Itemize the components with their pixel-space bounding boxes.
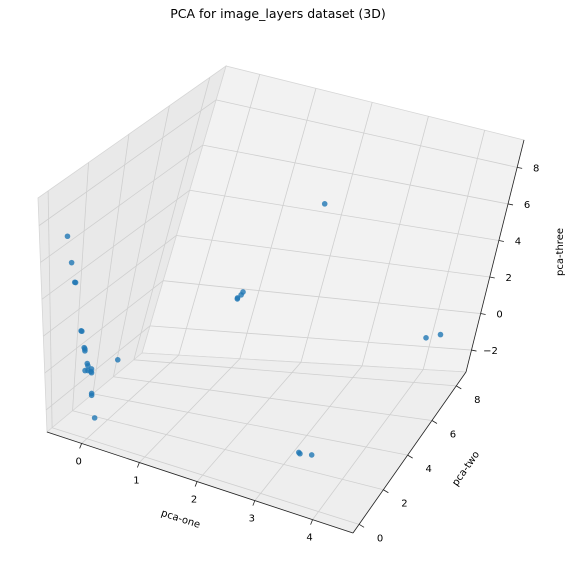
- x-tick-label: 1: [133, 475, 139, 486]
- z-tick-label: 8: [533, 163, 539, 174]
- x-tick-mark: [137, 462, 140, 468]
- scatter-point: [114, 357, 121, 363]
- y-gridline: [51, 427, 360, 525]
- x-gridline: [196, 362, 302, 482]
- scatter-point: [91, 415, 98, 421]
- z-gridline: [202, 144, 509, 205]
- z-gridline: [45, 325, 151, 411]
- z-axis-line: [465, 139, 525, 373]
- z-tick-mark: [489, 276, 495, 279]
- y-gridline: [47, 190, 53, 428]
- y-tick-mark: [383, 489, 389, 494]
- z-gridline: [149, 325, 472, 351]
- y-gridline: [92, 393, 408, 456]
- x-gridline: [312, 369, 424, 520]
- y-gridline: [92, 134, 130, 394]
- y-axis-line: [352, 371, 467, 534]
- scatter-point: [437, 331, 444, 338]
- scatter-point: [68, 259, 75, 266]
- scatter-point: [308, 452, 315, 458]
- x-tick-mark: [310, 519, 313, 525]
- scatter-point: [82, 367, 88, 374]
- x-tick-mark: [79, 443, 83, 449]
- z-gridline: [40, 144, 204, 263]
- z-gridline: [38, 99, 217, 226]
- scatter-point: [423, 335, 429, 341]
- z-tick-label: −2: [483, 346, 498, 357]
- y-tick-label: 2: [401, 499, 407, 510]
- axis-lines: [46, 139, 525, 534]
- y-gridline: [133, 77, 211, 360]
- z-gridline: [163, 280, 481, 314]
- z-tick-label: 6: [524, 200, 530, 211]
- scatter-point: [85, 363, 91, 369]
- scatter-point: [321, 201, 328, 207]
- x-gridline: [422, 130, 486, 370]
- x-tick-label: 3: [249, 514, 255, 525]
- z-gridline: [215, 99, 518, 168]
- y-tick-label: 4: [425, 464, 431, 475]
- y-tick-mark: [431, 420, 438, 424]
- scatter-point: [79, 328, 85, 335]
- y-tick-label: 8: [474, 395, 480, 406]
- y-tick-mark: [456, 385, 462, 390]
- y-tick-label: 6: [450, 429, 456, 440]
- scatter-point: [297, 450, 303, 457]
- scatter-point: [240, 289, 246, 295]
- tick-labels: 0 1 2 3 4 0 2 4 6 8 −2 0 2 4 6 8: [75, 163, 539, 544]
- z-gridline: [44, 280, 164, 374]
- data-points: [64, 201, 444, 458]
- z-gridline: [41, 189, 190, 300]
- scatter-point: [234, 296, 241, 302]
- x-gridline: [300, 102, 373, 363]
- y-gridline: [72, 410, 384, 491]
- z-tick-mark: [517, 167, 523, 169]
- y-tick-mark: [358, 524, 365, 528]
- z-axis-label: pca-three: [555, 228, 566, 276]
- x-tick-mark: [252, 500, 256, 506]
- z-gridline: [176, 235, 490, 278]
- z-tick-mark: [480, 313, 486, 315]
- chart-title: PCA for image_layers dataset (3D): [170, 6, 386, 21]
- y-tick-mark: [407, 454, 413, 459]
- z-gridline: [189, 189, 499, 241]
- y-gridline: [133, 359, 457, 387]
- x-tick-mark: [194, 481, 198, 487]
- x-tick-label: 4: [306, 533, 312, 544]
- y-gridline: [72, 162, 89, 411]
- x-gridline: [361, 116, 429, 367]
- x-gridline: [254, 365, 363, 501]
- x-gridline: [239, 88, 317, 359]
- scatter-point: [88, 369, 95, 376]
- z-tick-mark: [498, 240, 504, 242]
- z-tick-mark: [507, 203, 514, 206]
- z-gridline: [43, 235, 177, 337]
- y-tick-label: 0: [377, 533, 383, 544]
- z-tick-label: 0: [496, 310, 502, 321]
- x-axis-line: [46, 431, 354, 534]
- x-gridline: [178, 74, 261, 356]
- x-gridline: [139, 358, 241, 463]
- x-tick-label: 2: [191, 495, 197, 506]
- y-gridline: [113, 105, 170, 377]
- x-gridline: [81, 354, 179, 444]
- scatter-point: [64, 233, 71, 240]
- z-tick-mark: [471, 349, 477, 352]
- scatter-point: [72, 279, 79, 286]
- y-axis-label: pca-two: [450, 449, 482, 488]
- scatter-point: [82, 348, 88, 354]
- x-tick-label: 0: [75, 456, 81, 467]
- x-axis-label: pca-one: [160, 508, 202, 531]
- grid-lines: [38, 74, 518, 525]
- z-tick-label: 4: [515, 236, 521, 247]
- scatter-point: [88, 392, 95, 399]
- z-tick-label: 2: [506, 273, 512, 284]
- y-gridline: [113, 376, 433, 421]
